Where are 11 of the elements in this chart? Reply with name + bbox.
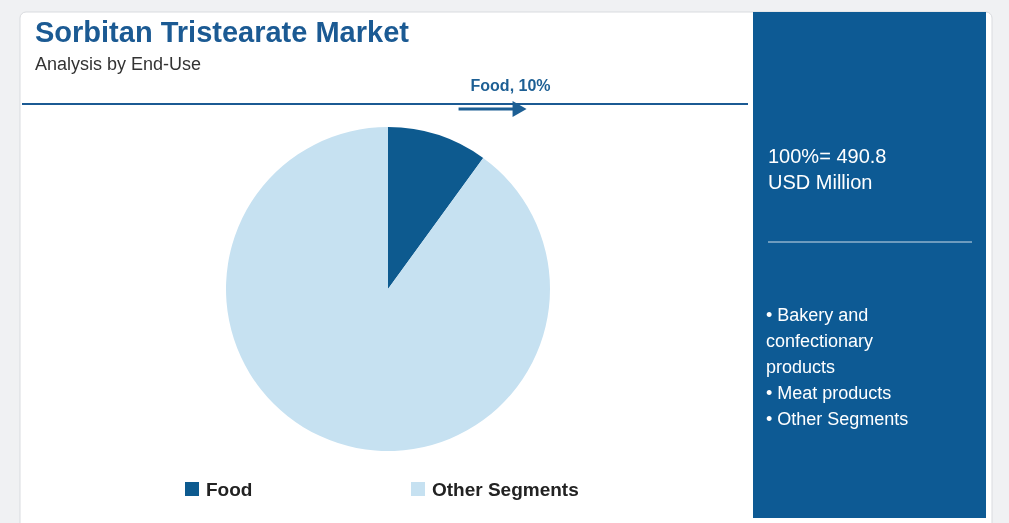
- pie-slice: [388, 127, 484, 289]
- data-label: Food, 10%: [470, 77, 551, 94]
- legend-label: Other Segments: [432, 479, 579, 500]
- text: • Other Segments: [766, 409, 909, 429]
- pie-slice: [226, 127, 550, 451]
- chart-subtitle: Analysis by End-Use: [35, 54, 202, 74]
- text: • Bakery and confectionary products: [766, 305, 874, 377]
- text: 100%= 490.8 USD Million: [768, 145, 887, 193]
- legend-label: Food: [206, 479, 253, 500]
- chart-title: Sorbitan Tristearate Market: [35, 16, 410, 48]
- text: • Meat products: [766, 383, 892, 403]
